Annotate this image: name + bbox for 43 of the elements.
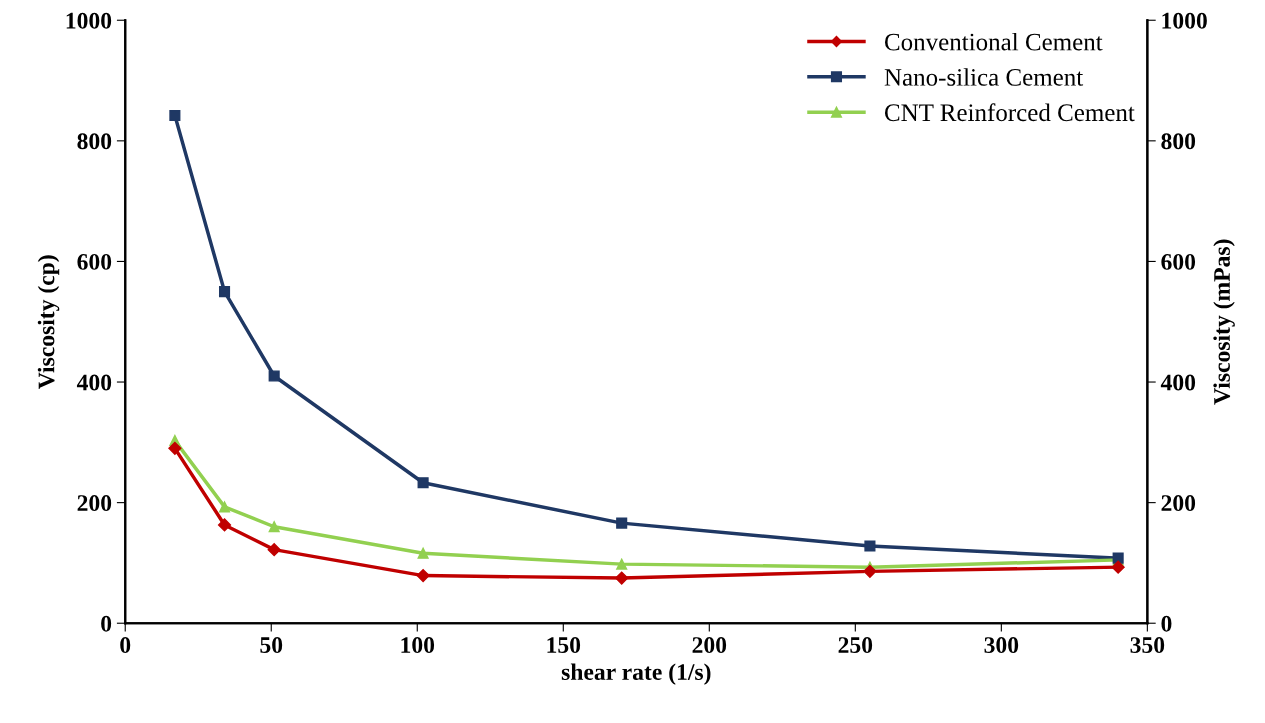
x-tick-label: 100: [401, 637, 435, 654]
x-tick-label: 250: [838, 637, 873, 654]
x-tick-label: 50: [260, 637, 283, 654]
point: [218, 501, 231, 513]
point: [1111, 560, 1125, 574]
x-axis-title: shear rate (1/s): [561, 663, 711, 685]
legend-label: Conventional Cement: [885, 32, 1103, 51]
y-tick-label: 600: [77, 253, 112, 270]
point: [417, 547, 429, 559]
point: [616, 517, 628, 529]
legend-label: Nano-silica Cement: [884, 68, 1084, 86]
x-tick-label: 150: [547, 637, 581, 654]
x-tick-label: 350: [1130, 637, 1165, 654]
point: [267, 543, 281, 557]
legend-label: CNT Reinforced Cement: [885, 103, 1135, 122]
y2-axis-title: Viscosity (mPas): [1213, 239, 1235, 405]
y2-tick-label: 1000: [1162, 12, 1207, 29]
y-tick-label: 200: [77, 495, 112, 512]
point: [615, 571, 629, 585]
y-tick-label: 400: [76, 374, 112, 391]
point: [268, 370, 280, 382]
y-axis-title: Viscosity (cp): [37, 255, 60, 389]
y-tick-label: 1000: [66, 12, 112, 29]
point: [268, 521, 280, 533]
y2-tick-label: 400: [1160, 374, 1196, 391]
x-tick-label: 200: [692, 637, 727, 654]
point: [864, 540, 876, 552]
y2-tick-label: 800: [1161, 133, 1196, 150]
point: [168, 441, 182, 455]
point: [416, 569, 430, 583]
y-tick-label: 0: [101, 615, 112, 632]
point: [218, 286, 231, 298]
point: [863, 564, 877, 578]
x-tick-label: 0: [120, 637, 131, 654]
point: [616, 558, 628, 570]
y-tick-label: 800: [77, 133, 112, 150]
y2-tick-label: 0: [1161, 615, 1172, 632]
x-tick-label: 300: [984, 637, 1019, 654]
y2-tick-label: 600: [1161, 253, 1196, 270]
y2-tick-label: 200: [1161, 495, 1196, 512]
point: [417, 477, 429, 489]
point: [169, 109, 181, 122]
point: [217, 518, 232, 532]
